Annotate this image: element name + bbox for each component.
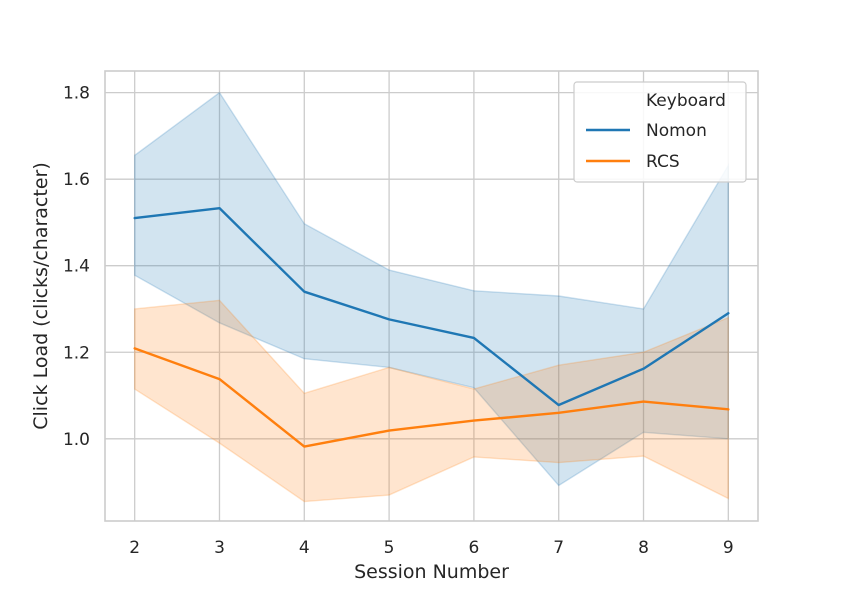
x-tick-label: 6 [468,538,479,558]
band-rcs [133,299,730,503]
legend-label-nomon: Nomon [646,121,707,141]
line-nomon [133,206,730,407]
y-tick-label: 1.0 [63,430,90,450]
x-axis-label: Session Number [354,561,509,583]
x-tick-label: 8 [638,538,649,558]
y-tick-label: 1.4 [63,257,90,277]
x-tick-label: 9 [723,538,734,558]
legend-box [573,81,747,183]
y-tick-label: 1.8 [63,84,90,104]
band-nomon [133,91,730,487]
x-tick-label: 4 [299,538,310,558]
series-lines [133,206,730,448]
x-tick-label: 2 [129,538,140,558]
line-rcs [133,347,730,448]
x-tick-label: 5 [384,538,395,558]
y-axis-label: Click Load (clicks/character) [30,162,52,430]
legend-label-rcs: RCS [646,152,680,172]
legend-title: Keyboard [646,91,726,111]
x-tick-label: 3 [214,538,225,558]
legend: Keyboard Nomon RCS [573,81,747,183]
x-tick-label: 7 [553,538,564,558]
confidence-bands [133,91,730,503]
plot-frame [104,70,759,522]
y-tick-label: 1.2 [63,343,90,363]
y-tick-label: 1.6 [63,170,90,190]
tick-labels: 2 3 4 5 6 7 8 9 1.0 1.2 1.4 1.6 1.8 [63,84,734,558]
